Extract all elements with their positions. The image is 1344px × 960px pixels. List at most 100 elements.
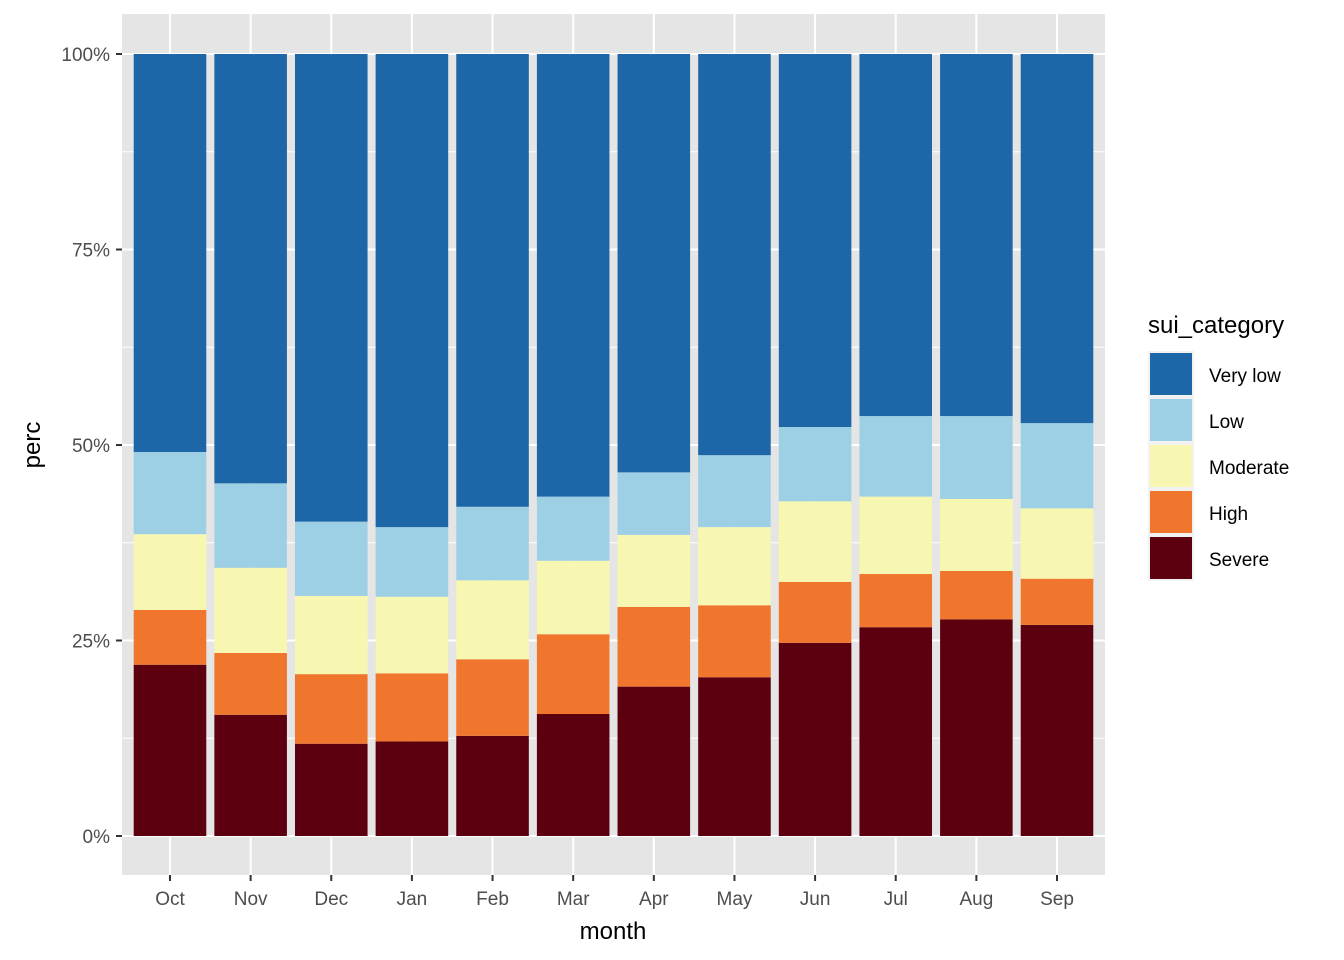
x-tick-label: Jan <box>397 889 428 910</box>
x-tick-label: Sep <box>1040 889 1074 910</box>
bar-stack-aug <box>940 54 1013 836</box>
bar-stack-jan <box>375 54 449 836</box>
bar-segment-very-low <box>859 54 933 417</box>
bar-segment-moderate <box>617 534 691 607</box>
x-tick-label: Dec <box>314 889 348 910</box>
bar-segment-high <box>375 673 449 742</box>
x-tick-label: Feb <box>476 889 509 910</box>
legend-label: Low <box>1209 412 1244 433</box>
x-tick-label: Jun <box>800 889 831 910</box>
bar-segment-severe <box>133 664 207 836</box>
bar-stack-dec <box>294 54 368 836</box>
bar-segment-high <box>294 674 368 744</box>
bar-segment-high <box>698 605 771 678</box>
legend-item-moderate: Moderate <box>1148 443 1289 489</box>
legend-swatch <box>1150 399 1192 441</box>
bar-segment-low <box>940 416 1013 499</box>
bar-segment-moderate <box>536 560 610 635</box>
bar-segment-moderate <box>133 534 207 611</box>
bar-segment-very-low <box>456 54 529 507</box>
bar-segment-moderate <box>859 496 933 575</box>
bar-segment-very-low <box>536 54 610 497</box>
x-tick-label: Aug <box>959 889 993 910</box>
legend-item-low: Low <box>1148 397 1244 443</box>
bar-segment-low <box>133 452 207 535</box>
bar-segment-severe <box>940 619 1013 836</box>
x-tick-label: Jul <box>884 889 908 910</box>
bar-segment-high <box>940 570 1013 620</box>
bar-segment-severe <box>617 686 691 836</box>
bar-segment-low <box>294 521 368 596</box>
bar-segment-moderate <box>778 501 852 582</box>
bar-segment-severe <box>294 743 368 836</box>
bar-segment-low <box>456 506 529 581</box>
bar-segment-severe <box>375 741 449 836</box>
x-tick-label: May <box>717 889 753 910</box>
bar-segment-very-low <box>214 54 287 484</box>
bar-segment-high <box>133 610 207 665</box>
x-tick-label: Oct <box>155 889 185 910</box>
bar-segment-low <box>375 527 449 597</box>
bar-segment-very-low <box>940 54 1013 417</box>
legend-swatch <box>1150 445 1192 487</box>
bar-segment-moderate <box>456 580 529 660</box>
bar-segment-severe <box>536 714 610 836</box>
legend-label: High <box>1209 504 1248 525</box>
bar-segment-moderate <box>214 567 287 654</box>
bar-segment-moderate <box>698 527 771 606</box>
x-axis-title: month <box>580 918 647 945</box>
y-tick-label: 100% <box>61 45 110 66</box>
bar-stack-nov <box>214 54 287 836</box>
bar-segment-moderate <box>1020 508 1094 579</box>
bar-segment-very-low <box>375 54 449 528</box>
bar-segment-severe <box>456 735 529 836</box>
bar-stack-mar <box>536 54 610 836</box>
legend-swatch <box>1150 491 1192 533</box>
bars <box>133 54 1094 836</box>
bar-segment-very-low <box>778 54 852 428</box>
y-axis: 0% 25% 50% 75% 100% <box>61 45 122 848</box>
bar-stack-feb <box>456 54 529 836</box>
y-tick-label: 50% <box>72 436 110 457</box>
y-axis-title: perc <box>19 422 46 469</box>
bar-segment-low <box>214 483 287 568</box>
bar-segment-low <box>1020 423 1094 509</box>
bar-stack-jul <box>859 54 933 836</box>
x-tick-label: Nov <box>234 889 268 910</box>
bar-stack-apr <box>617 54 691 836</box>
legend-label: Moderate <box>1209 458 1289 479</box>
bar-segment-low <box>536 496 610 561</box>
legend-item-severe: Severe <box>1148 535 1269 581</box>
x-tick-label: Apr <box>639 889 669 910</box>
bar-segment-moderate <box>940 498 1013 571</box>
bar-segment-moderate <box>294 595 368 675</box>
x-axis: Oct Nov Dec Jan Feb Mar Apr May Jun Jul Aug Sep <box>155 875 1074 910</box>
bar-segment-low <box>859 416 933 497</box>
bar-segment-severe <box>214 714 287 836</box>
bar-segment-very-low <box>133 54 207 453</box>
legend-item-high: High <box>1148 489 1248 535</box>
bar-segment-severe <box>1020 624 1094 836</box>
bar-segment-high <box>778 581 852 643</box>
bar-segment-severe <box>778 642 852 836</box>
y-tick-label: 25% <box>72 632 110 653</box>
legend-label: Severe <box>1209 550 1269 571</box>
bar-segment-high <box>1020 578 1094 625</box>
bar-segment-severe <box>859 627 933 836</box>
bar-segment-low <box>778 427 852 502</box>
x-tick-label: Mar <box>557 889 590 910</box>
bar-segment-low <box>617 472 691 535</box>
bar-segment-very-low <box>294 54 368 522</box>
bar-segment-severe <box>698 677 771 836</box>
bar-stack-oct <box>133 54 207 836</box>
bar-segment-very-low <box>617 54 691 473</box>
y-tick-label: 0% <box>83 827 111 848</box>
bar-segment-moderate <box>375 596 449 674</box>
bar-segment-high <box>617 606 691 687</box>
bar-segment-low <box>698 455 771 528</box>
legend-title: sui_category <box>1148 312 1284 339</box>
legend: sui_category Very low Low Moderate High Seve… <box>1148 312 1289 581</box>
bar-segment-high <box>536 634 610 715</box>
bar-segment-high <box>456 659 529 736</box>
